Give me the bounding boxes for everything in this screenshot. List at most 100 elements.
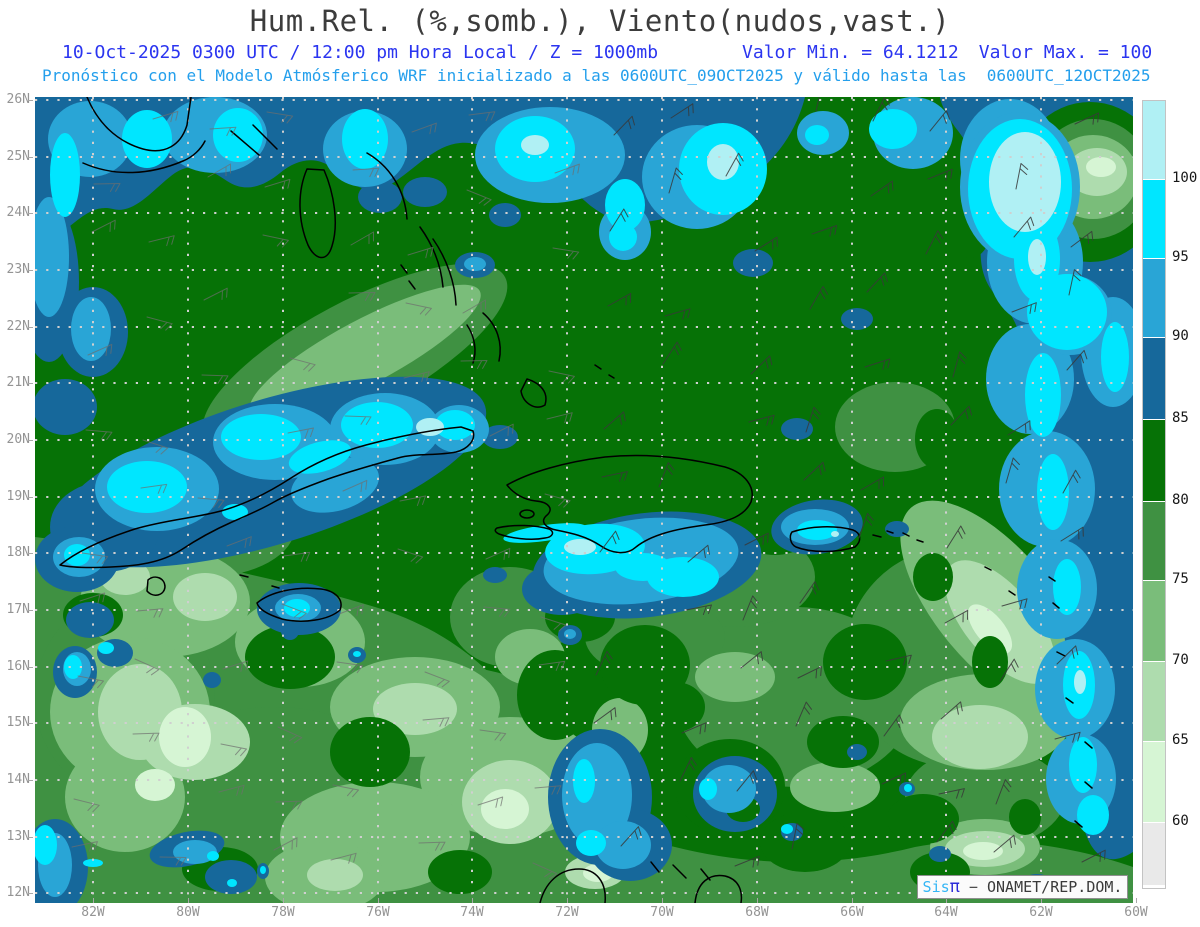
wind-barb (687, 544, 710, 563)
wind-barb (283, 551, 311, 562)
wind-barb (146, 316, 173, 331)
wind-barb (885, 654, 912, 666)
lon-tick-label: 76W (366, 905, 390, 920)
ragged-chain (400, 264, 416, 290)
wind-barb (220, 743, 247, 757)
wind-barb (207, 163, 231, 178)
lat-tick-label: 19N (6, 489, 30, 504)
wind-barbs (71, 97, 1106, 880)
lat-tick-mark (28, 667, 33, 668)
acklins-crooked-islands (466, 312, 501, 364)
wind-barb (993, 834, 1016, 853)
colorbar-legend (1142, 100, 1166, 889)
hispaniola-coast (506, 454, 753, 554)
lat-tick-label: 20N (6, 432, 30, 447)
lat-tick-mark (28, 497, 33, 498)
cuba-coast (59, 426, 475, 569)
colorbar-segment (1143, 101, 1165, 180)
lon-tick-label: 64W (934, 905, 958, 920)
wind-barb (1060, 526, 1084, 542)
colorbar-segment (1143, 259, 1165, 338)
wind-barb (538, 660, 566, 671)
jamaica-coast (256, 587, 342, 622)
wind-barb (952, 351, 967, 378)
wind-barb (152, 110, 179, 123)
lat-tick-label: 14N (6, 772, 30, 787)
wind-barb (142, 439, 169, 455)
colorbar-segment (1143, 502, 1165, 581)
colorbar-tick-label: 85 (1172, 410, 1189, 426)
wind-barb (134, 658, 160, 676)
value-max-text: Valor Max. = 100 (978, 42, 1153, 63)
valid-time-text: 10-Oct-2025 0300 UTC / 12:00 pm Hora Loc… (62, 42, 659, 63)
florida-keys (82, 140, 206, 174)
wind-barb (866, 272, 888, 293)
wind-barb (599, 530, 620, 553)
wind-barb (197, 497, 225, 509)
wind-barb (411, 122, 437, 135)
lon-tick-mark (852, 898, 853, 903)
lesser-antilles (984, 566, 1093, 890)
wind-barb (73, 798, 100, 813)
wind-barb (685, 604, 712, 615)
lon-tick-mark (188, 898, 189, 903)
colorbar-segment (1143, 581, 1165, 662)
wind-barb (927, 168, 953, 181)
lon-tick-label: 72W (555, 905, 579, 920)
wind-barb (85, 429, 113, 441)
wind-barb (872, 97, 890, 122)
guajira-peninsula (539, 868, 606, 903)
colorbar-segment (1143, 742, 1165, 823)
virgin-islands (872, 530, 924, 543)
wind-barb (999, 658, 1019, 682)
lon-tick-mark (946, 898, 947, 903)
model-info-line: Pronóstico con el Modelo Atmósferico WRF… (42, 66, 1151, 85)
wind-barb (132, 732, 160, 742)
wind-barb (803, 461, 826, 481)
wind-barb (1074, 112, 1100, 125)
wind-barb (797, 666, 822, 679)
wind-barb (870, 180, 894, 197)
wind-barb (791, 823, 805, 850)
wind-barb (201, 374, 229, 384)
lat-tick-label: 23N (6, 262, 30, 277)
value-min-text: Valor Min. = 64.1212 (742, 42, 959, 63)
wind-barb (950, 405, 972, 426)
lat-tick-mark (28, 327, 33, 328)
wind-barb (799, 581, 820, 604)
wind-barb (71, 841, 98, 852)
model-valid-until-text: 0600UTC_12OCT2025 (986, 66, 1151, 85)
colorbar-segment (1143, 662, 1165, 742)
wind-barb (601, 471, 628, 482)
wind-barb (1062, 469, 1081, 494)
page-title: Hum.Rel. (%,somb.), Viento(nudos,vast.) (249, 4, 951, 38)
colorbar-tick-label: 90 (1172, 328, 1189, 344)
watermark-sis: Sis (922, 878, 950, 896)
wind-barb (352, 167, 380, 178)
wind-barb (811, 225, 838, 237)
wind-barb (209, 126, 237, 137)
wind-barb (734, 855, 760, 868)
paraguana-peninsula (694, 874, 743, 903)
lat-tick-mark (28, 837, 33, 838)
wind-barb (397, 548, 424, 564)
lat-tick-mark (28, 723, 33, 724)
lat-tick-mark (28, 780, 33, 781)
wind-barb (87, 343, 113, 356)
wind-barb (424, 671, 450, 688)
wind-barb (554, 163, 580, 176)
wind-barb (679, 757, 697, 782)
colorbar-tick-label: 100 (1172, 170, 1198, 186)
wind-barb (344, 415, 372, 425)
lat-tick-label: 17N (6, 602, 30, 617)
lon-tick-mark (283, 898, 284, 903)
wind-barb (273, 837, 298, 851)
wind-barb (336, 661, 364, 674)
wind-barb (477, 796, 504, 808)
lon-tick-mark (1136, 898, 1137, 903)
wind-barb (946, 525, 966, 549)
abc-islands (650, 861, 711, 881)
inagua-island (520, 378, 547, 408)
wind-barb (664, 308, 691, 320)
wind-barb (222, 660, 249, 672)
